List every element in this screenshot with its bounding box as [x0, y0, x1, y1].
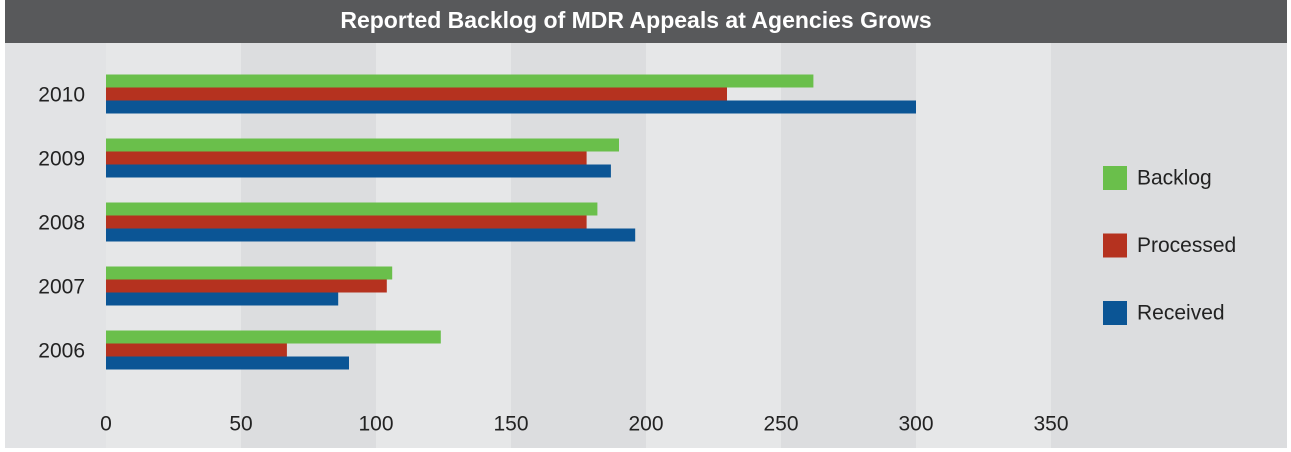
bar — [106, 151, 587, 165]
bar — [106, 74, 814, 88]
bar — [106, 356, 349, 370]
y-tick-label: 2009 — [38, 148, 85, 171]
bar — [106, 292, 339, 306]
bar — [106, 100, 916, 114]
x-tick-label: 200 — [628, 413, 663, 436]
y-tick-label: 2006 — [38, 340, 85, 363]
bar — [106, 164, 611, 178]
x-tick-label: 300 — [898, 413, 933, 436]
bar — [106, 87, 727, 101]
grid-stripe — [916, 43, 1051, 448]
grid-stripe — [1051, 43, 1287, 448]
bar — [106, 266, 393, 280]
y-tick-label: 2007 — [38, 276, 85, 299]
x-tick-label: 0 — [100, 413, 112, 436]
bar — [106, 215, 587, 229]
legend-swatch — [1103, 166, 1127, 190]
y-tick-label: 2010 — [38, 84, 85, 107]
x-tick-label: 150 — [493, 413, 528, 436]
bar — [106, 330, 441, 344]
x-tick-label: 350 — [1033, 413, 1068, 436]
bar — [106, 138, 619, 152]
bar — [106, 279, 387, 293]
chart-title: Reported Backlog of MDR Appeals at Agenc… — [340, 7, 931, 33]
x-tick-label: 50 — [229, 413, 252, 436]
legend-swatch — [1103, 301, 1127, 325]
legend-label: Received — [1137, 302, 1225, 325]
legend-label: Processed — [1137, 234, 1236, 257]
legend-swatch — [1103, 233, 1127, 258]
legend-label: Backlog — [1137, 167, 1212, 190]
bar — [106, 343, 287, 357]
bar — [106, 228, 636, 242]
title-bar — [5, 0, 1287, 43]
y-tick-label: 2008 — [38, 212, 85, 235]
bar — [106, 202, 598, 216]
x-tick-label: 250 — [763, 413, 798, 436]
x-tick-label: 100 — [358, 413, 393, 436]
